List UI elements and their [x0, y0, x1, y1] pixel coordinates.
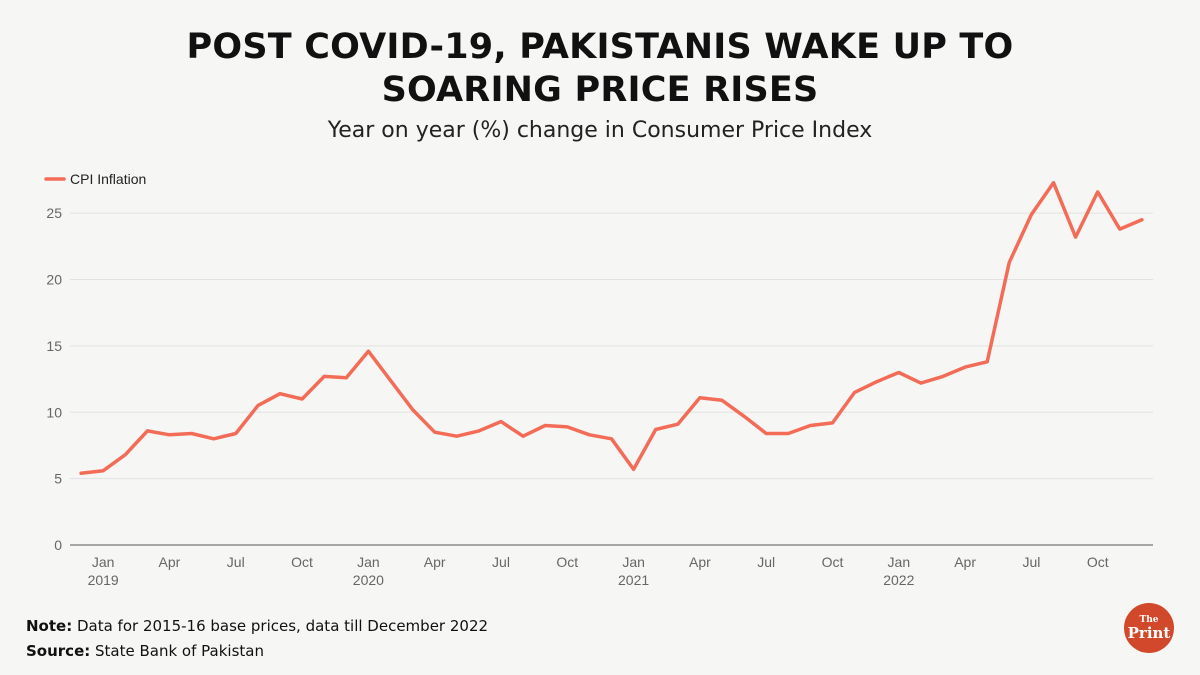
note-label: Note:: [26, 617, 73, 635]
title-line-1: POST COVID-19, PAKISTANIS WAKE UP TO: [186, 27, 1014, 67]
y-tick-label: 25: [46, 205, 62, 221]
x-tick-label: Oct: [822, 554, 844, 570]
legend-label: CPI Inflation: [70, 171, 146, 187]
x-tick-label: Jan: [92, 554, 115, 570]
x-tick-label: Jan: [622, 554, 645, 570]
x-tick-label: Apr: [424, 554, 446, 570]
title-line-2: SOARING PRICE RISES: [381, 70, 819, 110]
x-tick-label: Apr: [689, 554, 711, 570]
logo-print: Print: [1127, 623, 1171, 642]
x-tick-year-label: 2020: [353, 572, 384, 588]
x-tick-label: Jul: [227, 554, 245, 570]
y-tick-label: 10: [46, 404, 62, 420]
source-label: Source:: [26, 642, 91, 660]
series-line-cpi-inflation: [79, 180, 1144, 476]
source-text: State Bank of Pakistan: [90, 642, 264, 660]
note-text: Data for 2015-16 base prices, data till …: [72, 617, 489, 635]
y-tick-label: 5: [54, 471, 62, 487]
footnote: Note: Data for 2015-16 base prices, data…: [26, 614, 488, 664]
x-tick-label: Jul: [757, 554, 775, 570]
theprint-logo: The Print: [1124, 603, 1174, 653]
y-tick-label: 0: [54, 537, 62, 553]
x-tick-label: Jul: [492, 554, 510, 570]
x-tick-label: Oct: [291, 554, 313, 570]
x-tick-year-label: 2021: [618, 572, 649, 588]
x-tick-label: Oct: [556, 554, 578, 570]
note-line: Note: Data for 2015-16 base prices, data…: [26, 614, 488, 639]
y-tick-label: 15: [46, 338, 62, 354]
x-tick-year-label: 2019: [88, 572, 119, 588]
x-tick-label: Oct: [1087, 554, 1109, 570]
chart-subtitle: Year on year (%) change in Consumer Pric…: [327, 118, 873, 143]
x-tick-label: Jul: [1022, 554, 1040, 570]
x-tick-year-label: 2022: [883, 572, 914, 588]
logo-the: The: [1139, 614, 1159, 625]
x-tick-label: Apr: [954, 554, 976, 570]
x-tick-label: Jan: [888, 554, 911, 570]
x-tick-label: Jan: [357, 554, 380, 570]
chart-title: POST COVID-19, PAKISTANIS WAKE UP TO SOA…: [0, 26, 1200, 112]
y-tick-label: 20: [46, 272, 62, 288]
line-chart: CPI Inflation 0 5 10 15 20 25 Jan 2019 Apr Jul Oct J…: [44, 171, 1153, 588]
source-line: Source: State Bank of Pakistan: [26, 639, 488, 664]
x-tick-label: Apr: [159, 554, 181, 570]
